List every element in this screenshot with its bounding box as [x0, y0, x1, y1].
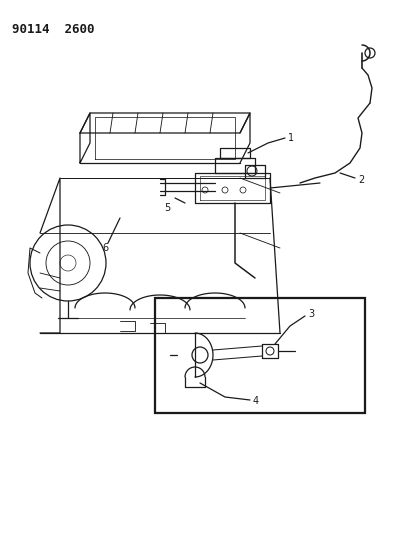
- Text: 4: 4: [253, 396, 259, 406]
- Text: 2: 2: [358, 175, 364, 185]
- Bar: [155, 298, 365, 413]
- Text: 90114  2600: 90114 2600: [12, 23, 95, 36]
- Text: 5: 5: [164, 203, 170, 213]
- Text: 6: 6: [102, 243, 108, 253]
- Text: 1: 1: [288, 133, 294, 143]
- Text: 3: 3: [308, 309, 314, 319]
